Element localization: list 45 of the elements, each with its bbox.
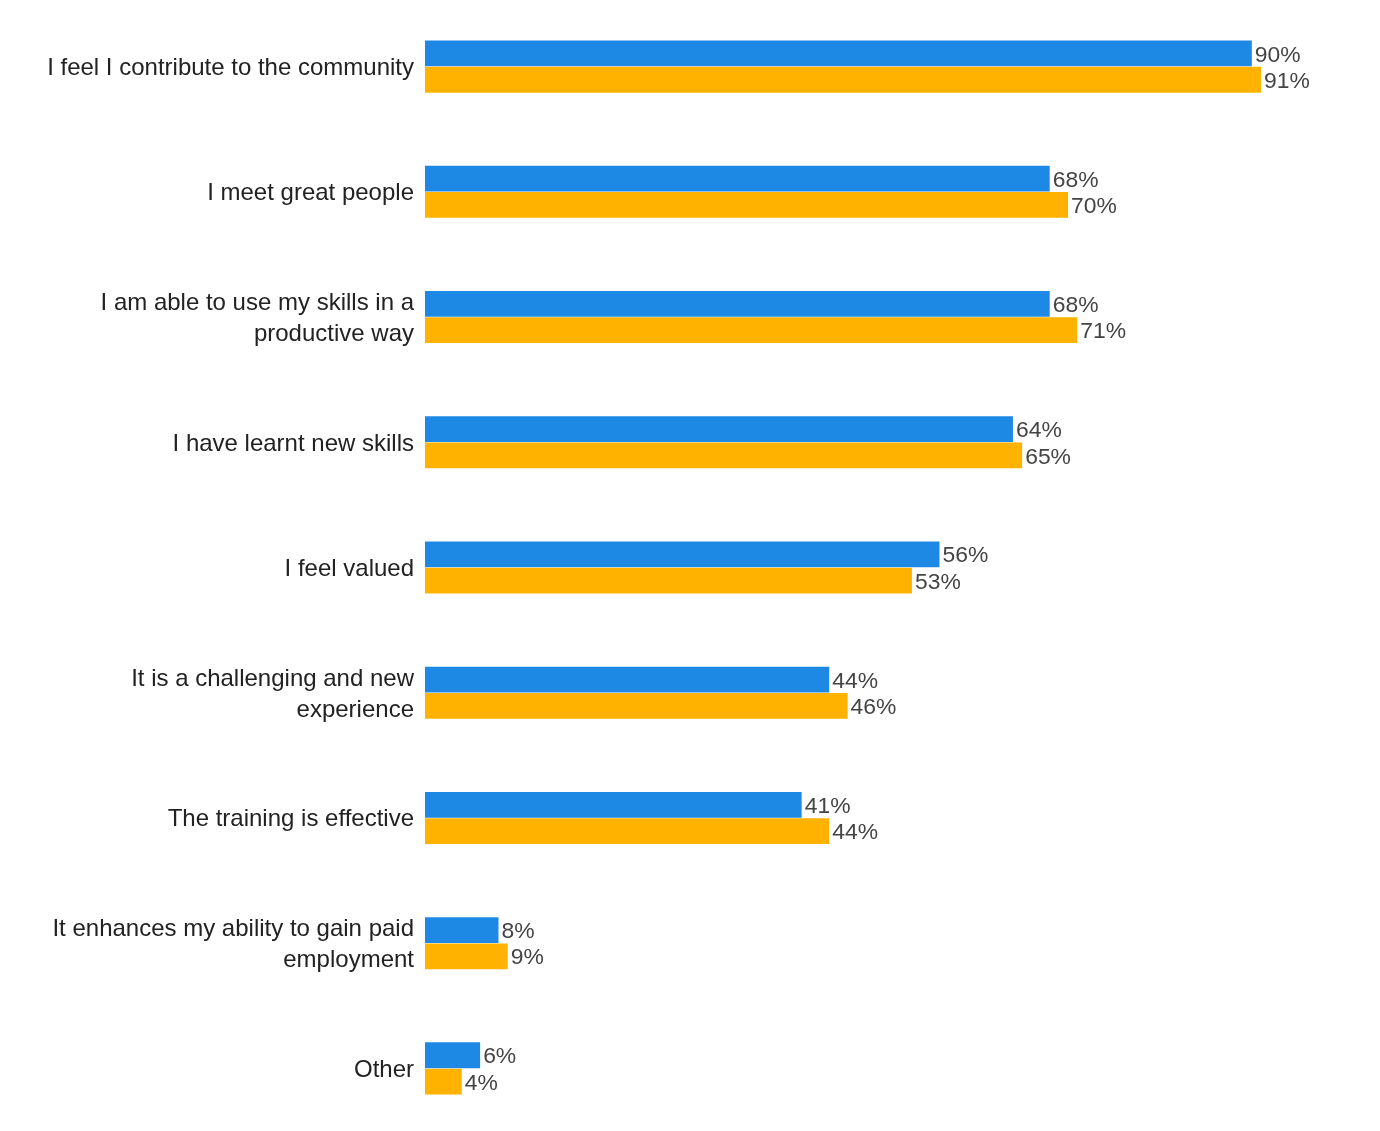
data-label: 68% [1052, 165, 1099, 192]
data-label: 4% [464, 1068, 498, 1095]
y-tick-label: It is a challenging and new experience [131, 663, 415, 722]
bar [425, 192, 1069, 218]
data-label: 8% [501, 917, 535, 944]
data-label: 46% [850, 692, 897, 719]
bar [425, 567, 912, 594]
y-tick-label: I feel I contribute to the community [47, 53, 414, 81]
y-tick-label: I meet great people [207, 178, 414, 206]
bar [425, 291, 1050, 317]
bar [425, 1042, 481, 1069]
bar [425, 165, 1050, 192]
bar [425, 66, 1261, 93]
y-tick-label: The training is effective [167, 804, 414, 832]
data-label: 90% [1254, 40, 1301, 67]
y-tick-label: I have learnt new skills [172, 428, 414, 456]
data-label: 68% [1052, 291, 1099, 318]
data-label: 44% [832, 818, 879, 845]
data-label: 71% [1080, 317, 1127, 344]
data-label: 56% [942, 541, 989, 568]
bar [425, 692, 848, 719]
bar [425, 917, 499, 943]
data-label: 65% [1025, 442, 1071, 469]
y-tick-label: I feel valued [284, 553, 414, 581]
bar [425, 442, 1023, 469]
data-label: 64% [1015, 416, 1062, 443]
data-label: 41% [804, 791, 851, 818]
bar [425, 791, 802, 818]
bar [425, 818, 830, 844]
bar [425, 943, 508, 970]
data-label: 91% [1264, 66, 1310, 93]
bar [425, 416, 1013, 443]
data-label: 9% [510, 943, 544, 970]
data-label: 6% [483, 1042, 517, 1069]
data-label: 44% [832, 666, 879, 693]
data-label: 53% [914, 567, 961, 594]
y-tick-label: It enhances my ability to gain paid employment [52, 913, 415, 973]
data-label: 70% [1071, 192, 1117, 219]
bar [425, 1068, 462, 1095]
bar [425, 317, 1078, 344]
bar [425, 40, 1252, 67]
bar [425, 666, 830, 693]
y-tick-label: I am able to use my skills in a productive way [100, 287, 415, 347]
bar [425, 541, 940, 568]
y-tick-label: Other [353, 1054, 414, 1082]
